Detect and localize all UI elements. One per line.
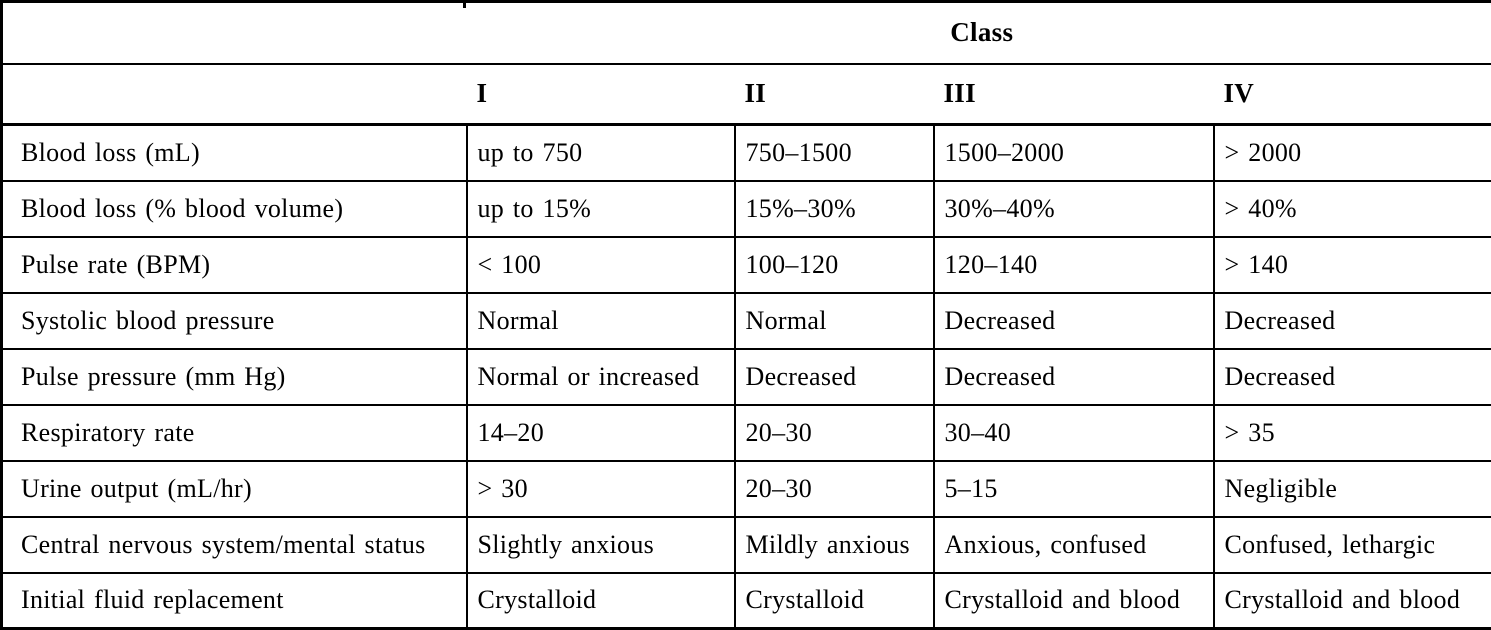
cell-value: Normal or increased <box>465 348 735 406</box>
cell-value: Negligible <box>1212 460 1491 518</box>
cell-value: > 35 <box>1212 404 1491 462</box>
row-label: Blood loss (mL) <box>1 124 467 182</box>
empty-corner-cell <box>1 1 467 65</box>
cell-value: 20–30 <box>733 460 934 518</box>
row-label: Central nervous system/mental status <box>1 516 467 574</box>
row-label: Respiratory rate <box>1 404 467 462</box>
table-row: Blood loss (mL) up to 750 750–1500 1500–… <box>1 124 1491 182</box>
table-row: Central nervous system/mental status Sli… <box>1 516 1491 574</box>
column-header-class-iii: III <box>933 63 1214 126</box>
table-row: Blood loss (% blood volume) up to 15% 15… <box>1 180 1491 238</box>
cell-value: 30–40 <box>932 404 1214 462</box>
cell-value: Normal <box>465 292 735 350</box>
cell-value: Crystalloid <box>733 572 934 630</box>
cell-value: Decreased <box>1212 292 1491 350</box>
column-header-class-ii: II <box>734 63 934 126</box>
header-divider-notch <box>463 0 466 8</box>
column-header-class-iv: IV <box>1213 63 1491 126</box>
row-label: Initial fluid replacement <box>1 572 467 630</box>
cell-value: 20–30 <box>733 404 934 462</box>
row-label: Systolic blood pressure <box>1 292 467 350</box>
table-row: Pulse rate (BPM) < 100 100–120 120–140 >… <box>1 236 1491 294</box>
column-header-row: I II III IV <box>1 63 1491 126</box>
cell-value: Decreased <box>932 292 1214 350</box>
cell-value: 14–20 <box>465 404 735 462</box>
cell-value: Crystalloid and blood <box>932 572 1214 630</box>
table-row: Respiratory rate 14–20 20–30 30–40 > 35 <box>1 404 1491 462</box>
class-header: Class <box>466 1 1491 65</box>
cell-value: Confused, lethargic <box>1212 516 1491 574</box>
cell-value: Normal <box>733 292 934 350</box>
row-label: Pulse rate (BPM) <box>1 236 467 294</box>
row-label: Blood loss (% blood volume) <box>1 180 467 238</box>
cell-value: 5–15 <box>932 460 1214 518</box>
row-label: Pulse pressure (mm Hg) <box>1 348 467 406</box>
table-row: Pulse pressure (mm Hg) Normal or increas… <box>1 348 1491 406</box>
cell-value: 120–140 <box>932 236 1214 294</box>
cell-value: Decreased <box>932 348 1214 406</box>
cell-value: > 140 <box>1212 236 1491 294</box>
column-header-class-i: I <box>466 63 735 126</box>
cell-value: > 40% <box>1212 180 1491 238</box>
row-label: Urine output (mL/hr) <box>1 460 467 518</box>
cell-value: up to 15% <box>465 180 735 238</box>
table-row: Initial fluid replacement Crystalloid Cr… <box>1 572 1491 630</box>
cell-value: Decreased <box>733 348 934 406</box>
cell-value: 30%–40% <box>932 180 1214 238</box>
table-row: Urine output (mL/hr) > 30 20–30 5–15 Neg… <box>1 460 1491 518</box>
cell-value: > 30 <box>465 460 735 518</box>
cell-value: up to 750 <box>465 124 735 182</box>
cell-value: < 100 <box>465 236 735 294</box>
cell-value: Crystalloid <box>465 572 735 630</box>
table-row: Systolic blood pressure Normal Normal De… <box>1 292 1491 350</box>
cell-value: Crystalloid and blood <box>1212 572 1491 630</box>
cell-value: Anxious, confused <box>932 516 1214 574</box>
table-title-row: Class <box>1 1 1491 65</box>
cell-value: Mildly anxious <box>733 516 934 574</box>
cell-value: Slightly anxious <box>465 516 735 574</box>
empty-header-cell <box>1 63 467 126</box>
cell-value: 15%–30% <box>733 180 934 238</box>
cell-value: > 2000 <box>1212 124 1491 182</box>
cell-value: Decreased <box>1212 348 1491 406</box>
cell-value: 100–120 <box>733 236 934 294</box>
cell-value: 750–1500 <box>733 124 934 182</box>
cell-value: 1500–2000 <box>932 124 1214 182</box>
